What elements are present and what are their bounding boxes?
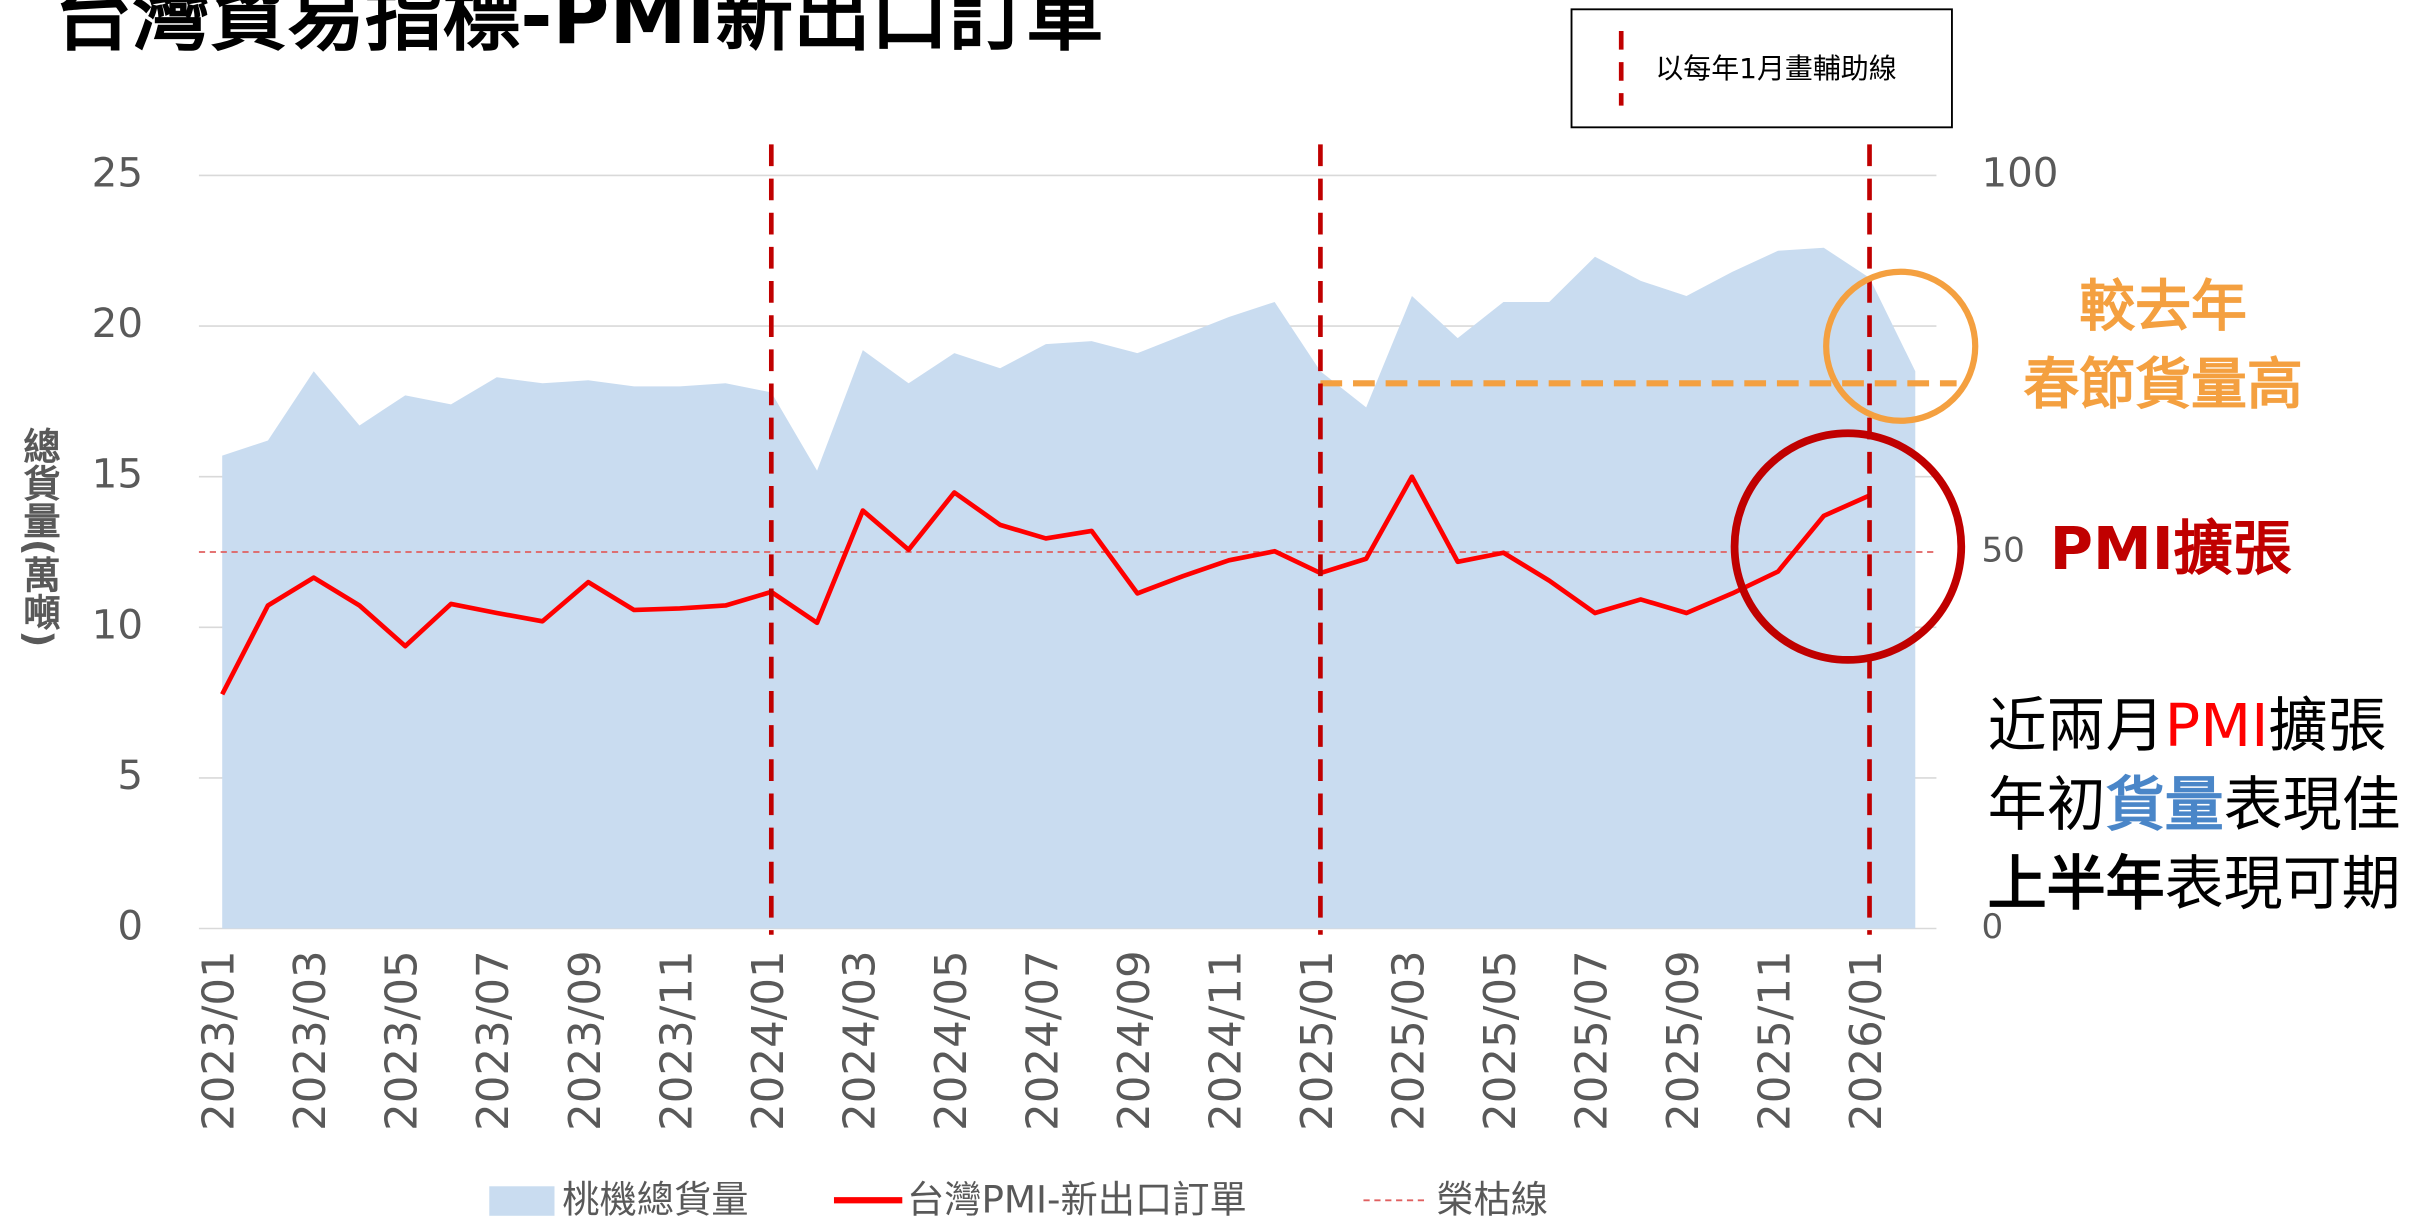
legend-swatch <box>489 1186 555 1216</box>
y-tick-label: 0 <box>117 903 143 950</box>
x-tick-label: 2024/09 <box>1110 950 1160 1131</box>
x-tick-label: 2023/03 <box>286 950 336 1131</box>
x-tick-label: 2024/11 <box>1201 950 1251 1131</box>
pmi-circle <box>1730 429 1966 664</box>
x-tick-label: 2025/07 <box>1567 950 1617 1131</box>
note-segment: 貨量 <box>2106 770 2224 839</box>
y-tick-label: 5 <box>117 752 143 799</box>
note-line: 近兩月PMI擴張 <box>1988 691 2387 760</box>
x-tick-label: 2023/05 <box>378 950 428 1131</box>
note-line: 上半年表現可期 <box>1988 849 2401 918</box>
guide-legend-label: 以每年1月畫輔助線 <box>1655 52 1896 85</box>
highlight-circle <box>1823 268 1979 424</box>
y-tick-label: 20 <box>92 300 143 347</box>
pmi-note: PMI擴張 <box>2050 514 2292 583</box>
note-segment: 表現佳 <box>2224 770 2401 839</box>
y-axis-label: 總貨量(萬噸) <box>17 427 61 648</box>
area <box>222 247 1916 929</box>
x-tick-label: 2023/07 <box>469 950 519 1131</box>
x-tick-label: 2023/01 <box>195 950 245 1131</box>
chart-title: 台灣貿易指標-PMI新出口訂單 <box>55 0 1104 62</box>
legend-label: 榮枯線 <box>1436 1177 1548 1221</box>
x-tick-label: 2025/09 <box>1659 950 1709 1131</box>
legend-label: 台灣PMI-新出口訂單 <box>907 1177 1247 1221</box>
y2-tick-label: 100 <box>1981 149 2058 196</box>
x-tick-label: 2026/01 <box>1842 950 1892 1131</box>
x-tick-label: 2025/11 <box>1751 950 1801 1131</box>
y-tick-label: 15 <box>92 451 143 498</box>
note-segment: 表現可期 <box>2165 849 2401 918</box>
x-tick-label: 2024/01 <box>744 950 794 1131</box>
line <box>220 474 1871 696</box>
guide-legend-box <box>1570 8 1953 129</box>
x-tick-label: 2024/07 <box>1018 950 1068 1131</box>
highlight-text: 春節貨量高 <box>2023 352 2302 417</box>
y2-tick-label: 0 <box>1981 907 2003 947</box>
x-tick-label: 2024/03 <box>835 950 885 1131</box>
note-segment: PMI <box>2165 691 2269 760</box>
note-segment: 擴張 <box>2269 691 2387 760</box>
note-segment: 年初 <box>1988 770 2106 839</box>
x-tick-label: 2023/09 <box>561 950 611 1131</box>
y-tick-label: 10 <box>92 601 143 648</box>
x-tick-label: 2025/03 <box>1384 950 1434 1131</box>
x-tick-label: 2025/01 <box>1293 950 1343 1131</box>
note-segment: 上半年 <box>1988 849 2165 918</box>
x-tick-label: 2025/05 <box>1476 950 1526 1131</box>
y-tick-label: 25 <box>92 149 143 196</box>
highlight-text: 較去年 <box>2079 275 2247 340</box>
legend-label: 桃機總貨量 <box>562 1177 748 1221</box>
note-line: 年初貨量表現佳 <box>1988 770 2401 839</box>
y2-tick-label: 50 <box>1981 530 2024 570</box>
note-segment: 近兩月 <box>1988 691 2165 760</box>
x-tick-label: 2023/11 <box>652 950 702 1131</box>
x-tick-label: 2024/05 <box>927 950 977 1131</box>
